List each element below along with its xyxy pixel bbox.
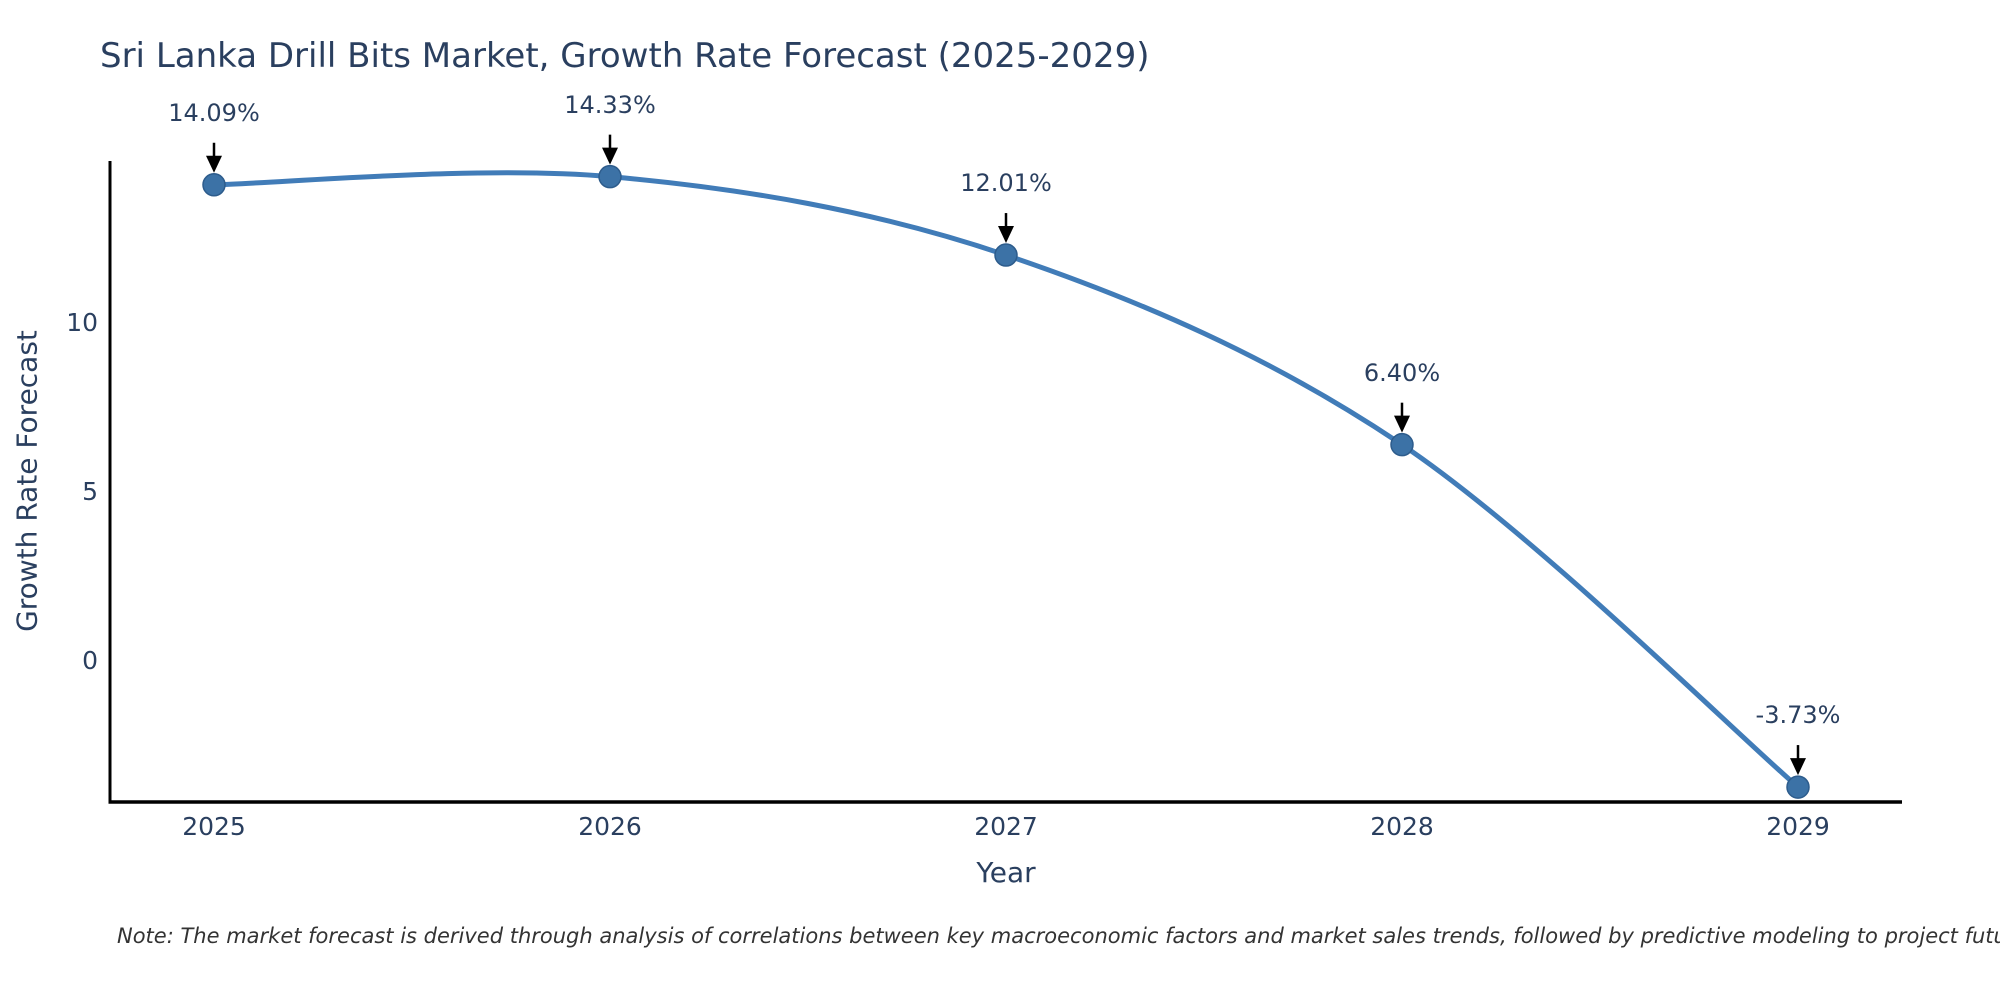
data-point-marker[interactable] (202, 173, 226, 197)
annotation-arrowhead (1394, 415, 1410, 433)
trend-line (211, 170, 1801, 790)
point-label: 12.01% (960, 169, 1052, 198)
y-tick-label: 5 (82, 477, 98, 506)
footnote: Note: The market forecast is derived thr… (117, 924, 2000, 948)
y-tick-label: 0 (82, 646, 98, 675)
x-tick-label: 2026 (578, 812, 642, 841)
point-label: -3.73% (1755, 701, 1841, 730)
point-label: 14.33% (564, 90, 656, 119)
x-tick-label: 2025 (182, 812, 246, 841)
x-tick-label: 2027 (974, 812, 1038, 841)
point-label: 14.09% (168, 98, 260, 127)
data-point-marker[interactable] (1390, 432, 1414, 457)
x-tick-label: 2029 (1766, 812, 1830, 841)
annotation-arrowhead (206, 155, 222, 173)
data-point-marker[interactable] (1786, 775, 1810, 799)
data-point-marker[interactable] (994, 243, 1018, 267)
y-tick-label: 10 (66, 308, 98, 337)
annotation-arrowhead (1790, 758, 1806, 776)
annotation-arrowhead (998, 226, 1014, 244)
chart-title: Sri Lanka Drill Bits Market, Growth Rate… (100, 36, 1150, 76)
point-label: 6.40% (1363, 358, 1441, 387)
x-axis-title: Year (976, 856, 1036, 889)
annotation-arrowhead (602, 147, 618, 165)
x-tick-label: 2028 (1370, 812, 1434, 841)
data-point-marker[interactable] (598, 164, 622, 189)
